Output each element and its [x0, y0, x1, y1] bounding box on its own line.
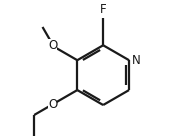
Text: O: O [48, 39, 57, 52]
Text: F: F [100, 3, 107, 16]
Text: N: N [132, 54, 141, 67]
Text: O: O [48, 98, 57, 111]
